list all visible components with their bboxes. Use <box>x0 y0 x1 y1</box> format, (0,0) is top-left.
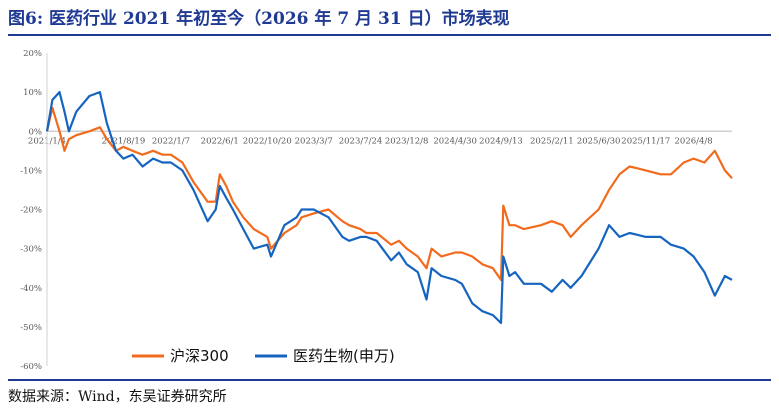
chart-area: 20%10%0%-10%-20%-30%-40%-50%-60% 2021/1/… <box>20 49 733 372</box>
x-tick-label: 2023/3/7 <box>295 136 333 146</box>
data-source-note: 数据来源：Wind，东吴证券研究所 <box>8 389 227 405</box>
x-tick-label: 2023/12/8 <box>385 136 429 146</box>
legend: 沪深300 医药生物(申万) <box>132 347 395 365</box>
y-tick-label: -50% <box>20 323 42 333</box>
figure-title: 图6: 医药行业 2021 年初至今（2026 年 7 月 31 日）市场表现 <box>8 9 510 29</box>
x-tick-label: 2023/7/24 <box>339 136 383 146</box>
y-tick-label: 0% <box>29 127 43 137</box>
x-tick-label: 2025/2/11 <box>530 136 574 146</box>
x-tick-label: 2022/6/1 <box>201 136 239 146</box>
y-tick-label: -10% <box>20 166 42 176</box>
x-tick-label: 2022/10/20 <box>243 136 292 146</box>
x-tick-label: 2022/1/7 <box>152 136 190 146</box>
x-tick-label: 2024/4/30 <box>433 136 477 146</box>
y-tick-label: -30% <box>20 245 42 255</box>
x-tick-label: 2025/11/17 <box>621 136 670 146</box>
y-tick-label: -60% <box>20 362 42 372</box>
series-line-1 <box>45 106 733 281</box>
bottom-rule <box>8 379 771 381</box>
series-line-2 <box>45 90 733 325</box>
series-lines <box>45 90 733 325</box>
x-tick-label: 2021/8/19 <box>102 136 146 146</box>
x-tick-label: 2024/9/13 <box>479 136 523 146</box>
legend-label-2: 医药生物(申万) <box>293 347 395 365</box>
top-rule <box>8 34 771 36</box>
x-tick-label: 2025/6/30 <box>577 136 621 146</box>
x-tick-label: 2026/4/8 <box>675 136 713 146</box>
x-axis-labels: 2021/1/4 2021/8/19 2022/1/7 2022/6/1 2022/10… <box>28 136 713 146</box>
legend-label-1: 沪深300 <box>170 347 229 365</box>
y-tick-label: -20% <box>20 206 42 216</box>
y-tick-label: 10% <box>23 88 42 98</box>
y-tick-label: 20% <box>23 49 42 59</box>
y-tick-label: -40% <box>20 284 42 294</box>
y-axis-labels: 20% 10% 0% -10% -20% -30% -40% -50% -60% <box>20 49 42 372</box>
